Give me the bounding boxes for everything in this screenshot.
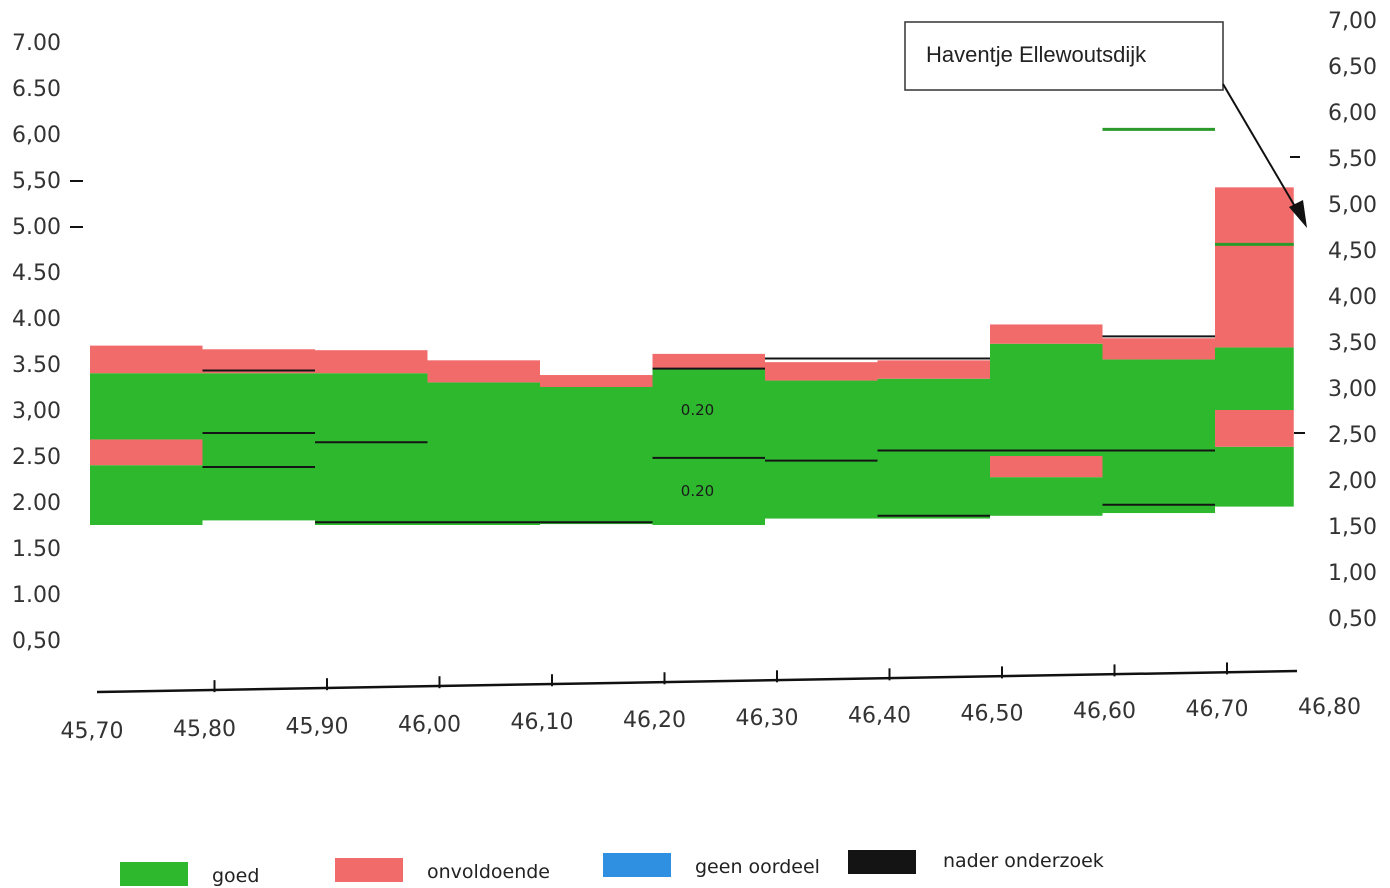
y-left-tick-label-8: 3,00 xyxy=(12,399,61,424)
y-right-tick-label-6: 4,00 xyxy=(1328,285,1377,310)
y-left-tick-label-10: 2.00 xyxy=(12,491,61,516)
bar-segment-0-1 xyxy=(90,439,203,466)
bar-segment-5-1 xyxy=(652,353,765,370)
x-tick-label-11: 46,80 xyxy=(1298,695,1361,720)
bar-segment-10-3 xyxy=(1215,187,1294,348)
y-right-tick-label-2: 6,00 xyxy=(1328,101,1377,126)
x-axis-line xyxy=(96,669,1298,694)
y-right-tick-label-3: 5,50 xyxy=(1328,147,1377,172)
y-right-tick-label-12: 1,00 xyxy=(1328,561,1377,586)
legend-label-3: nader onderzoek xyxy=(943,850,1104,872)
legend-label-1: onvoldoende xyxy=(427,861,550,883)
x-axis: 45,70 45,80 45,90 46,00 46,10 46,20 46,30 46,40… xyxy=(61,662,1361,744)
y-left-tick-label-4: 5.00 xyxy=(12,215,61,240)
legend-swatch-0 xyxy=(120,862,188,886)
legend-swatch-2 xyxy=(603,853,671,877)
y-left-tick-label-7: 3.50 xyxy=(12,353,61,378)
y-left-tick-label-12: 1.00 xyxy=(12,583,61,608)
bar-segment-1-1 xyxy=(202,349,315,374)
legend: goed onvoldoende geen oordeel nader onderzo… xyxy=(120,850,1104,887)
y-left-tick-label-11: 1.50 xyxy=(12,537,61,562)
legend-swatch-1 xyxy=(335,858,403,882)
bar-segment-9-0 xyxy=(1102,359,1215,514)
bar-segment-10-0 xyxy=(1215,446,1294,507)
bar-segment-3-1 xyxy=(427,360,540,383)
y-left-tick-label-9: 2.50 xyxy=(12,445,61,470)
y-left-tick-label-3: 5,50 xyxy=(12,169,61,194)
x-tick-label-10: 46,70 xyxy=(1186,697,1249,722)
bar-segment-8-1 xyxy=(990,456,1103,478)
bar-segment-7-1 xyxy=(877,360,990,379)
bar-segment-8-0 xyxy=(990,477,1103,516)
y-left-tick-label-2: 6,00 xyxy=(12,123,61,148)
annotation-arrow-head xyxy=(1289,200,1307,228)
legend-label-0: goed xyxy=(212,865,259,887)
y-left-tick-label-0: 7.00 xyxy=(12,31,61,56)
y-right-tick-label-9: 2,50 xyxy=(1328,423,1377,448)
bar-segment-0-2 xyxy=(90,373,203,440)
x-tick-label-4: 46,10 xyxy=(511,710,574,735)
annotation-callout: Haventje Ellewoutsdijk xyxy=(904,21,1307,228)
bar-segment-0-0 xyxy=(90,465,203,525)
y-left-tick-label-1: 6.50 xyxy=(12,77,61,102)
y-left-tick-label-13: 0,50 xyxy=(12,629,61,654)
y-right-tick-label-10: 2,00 xyxy=(1328,469,1377,494)
black-lines-layer xyxy=(202,335,1215,524)
bar-segment-4-1 xyxy=(540,375,653,387)
y-right-tick-label-5: 4,50 xyxy=(1328,239,1377,264)
segment-labels-layer: 0.20 0.20 xyxy=(681,401,714,500)
y-right-tick-label-11: 1,50 xyxy=(1328,515,1377,540)
segment-label-0: 0.20 xyxy=(681,401,714,419)
x-tick-label-3: 46,00 xyxy=(398,712,461,737)
x-tick-label-7: 46,40 xyxy=(848,704,911,729)
annotation-box xyxy=(904,21,1224,91)
bar-segment-1-0 xyxy=(202,373,315,521)
x-tick-label-8: 46,50 xyxy=(961,701,1024,726)
y-right-tick-label-7: 3,50 xyxy=(1328,331,1377,356)
bar-segment-5-0 xyxy=(652,369,765,525)
bar-segment-6-0 xyxy=(765,380,878,519)
bar-segment-6-1 xyxy=(765,362,878,381)
bar-segment-10-1 xyxy=(1215,410,1294,447)
y-axis-left: 7.00 6.50 6,00 5,50 5.00 4.50 4.00 3.50 3,00 2.50… xyxy=(12,31,83,654)
legend-swatch-3 xyxy=(848,850,916,874)
x-tick-label-5: 46,20 xyxy=(623,708,686,733)
y-axis-right: 7,00 6,50 6,00 5,50 5,00 4,50 4,00 3,50 3,00 2,50… xyxy=(1290,9,1377,632)
green-lines-layer xyxy=(1102,127,1294,246)
y-right-tick-label-0: 7,00 xyxy=(1328,9,1377,34)
x-tick-label-6: 46,30 xyxy=(736,706,799,731)
y-right-tick-label-4: 5,00 xyxy=(1328,193,1377,218)
y-right-tick-label-8: 3,00 xyxy=(1328,377,1377,402)
bar-segment-3-0 xyxy=(427,382,540,525)
bar-segment-7-0 xyxy=(877,378,990,519)
bar-segment-8-3 xyxy=(990,324,1103,344)
y-left-tick-label-6: 4.00 xyxy=(12,307,61,332)
y-right-tick-label-13: 0,50 xyxy=(1328,607,1377,632)
bar-segment-2-1 xyxy=(315,350,428,374)
x-tick-label-1: 45,80 xyxy=(173,717,236,742)
x-tick-label-0: 45,70 xyxy=(61,719,124,744)
legend-label-2: geen oordeel xyxy=(695,856,820,878)
bar-segment-2-0 xyxy=(315,373,428,525)
bar-segment-10-2 xyxy=(1215,347,1294,410)
x-tick-label-2: 45,90 xyxy=(286,715,349,740)
segment-label-1: 0.20 xyxy=(681,482,714,500)
y-left-tick-label-5: 4.50 xyxy=(12,261,61,286)
annotation-arrow-line xyxy=(1222,83,1301,216)
bar-segment-4-0 xyxy=(540,387,653,525)
x-tick-label-9: 46,60 xyxy=(1073,699,1136,724)
bars-layer xyxy=(90,187,1294,525)
y-right-tick-label-1: 6,50 xyxy=(1328,55,1377,80)
bar-segment-9-1 xyxy=(1102,338,1215,360)
annotation-text: Haventje Ellewoutsdijk xyxy=(926,42,1147,67)
bar-segment-0-3 xyxy=(90,345,203,374)
bar-segment-8-2 xyxy=(990,343,1103,456)
